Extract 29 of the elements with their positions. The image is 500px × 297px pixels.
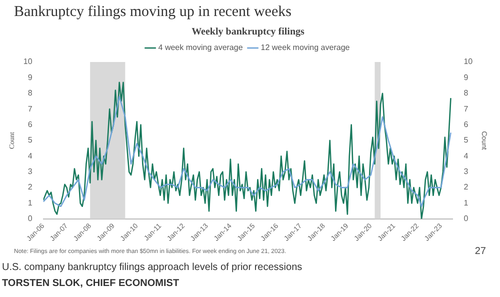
y-tick-label: 8 [28, 88, 33, 98]
y2-tick-label: 1 [464, 198, 469, 208]
y2-tick-label: 3 [464, 167, 469, 176]
y-tick-label: 6 [28, 120, 33, 129]
chart-title: Bankruptcy filings moving up in recent weeks [14, 4, 292, 21]
y-tick-label: 5 [28, 136, 33, 145]
y-tick-label: 2 [28, 182, 33, 192]
y2-tick-label: 5 [464, 136, 469, 145]
y-tick-label: 10 [23, 57, 33, 66]
y-tick-label: 9 [28, 72, 33, 82]
chart-subtitle: Weekly bankruptcy filings [192, 26, 304, 38]
legend-label: 12 week moving average [260, 43, 350, 52]
y2-tick-label: 6 [464, 120, 469, 129]
y-tick-label: 0 [28, 214, 33, 224]
text: U.S. company bankruptcy filings approach levels of prior recessions [2, 262, 302, 273]
y-tick-label: 4 [28, 151, 33, 160]
y-tick-label: 7 [28, 104, 33, 114]
text: 27 [474, 246, 486, 257]
y2-tick-label: 9 [464, 72, 469, 82]
y2-tick-label: 0 [464, 214, 469, 224]
y2-tick-label: 7 [464, 104, 469, 114]
y-tick-label: 1 [28, 198, 33, 208]
y2-tick-label: 10 [464, 57, 474, 66]
y-tick-label: 3 [28, 167, 33, 176]
legend-label: 4 week moving average [158, 43, 244, 52]
y2-tick-label: 8 [464, 88, 469, 98]
text: TORSTEN SLOK, CHIEF ECONOMIST [2, 278, 180, 289]
y2-tick-label: 4 [464, 151, 469, 160]
y2-tick-label: 2 [464, 182, 469, 192]
